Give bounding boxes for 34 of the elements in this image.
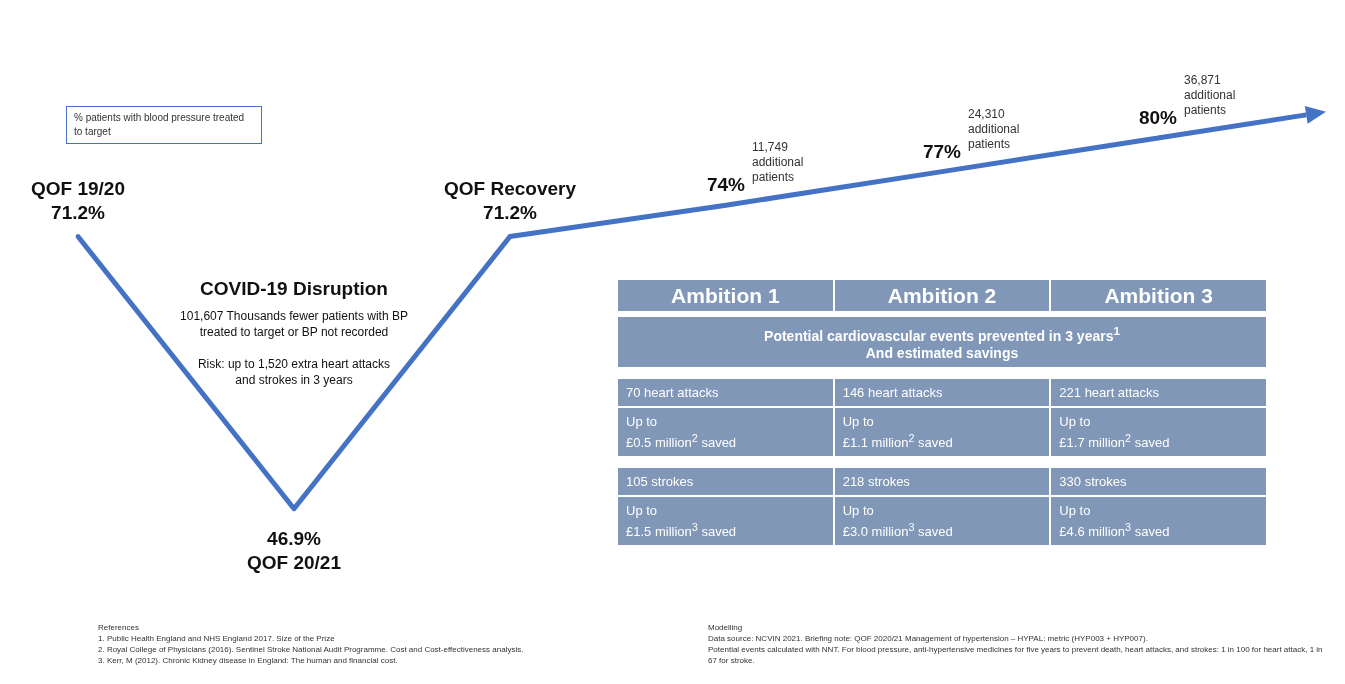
annotation: 101,607 Thousands fewer patients with BP treated to target or BP not recorded <box>179 308 409 340</box>
annotation: COVID-19 Disruption <box>199 278 389 300</box>
annotation: 146 heart attacks <box>834 378 1050 406</box>
text: References 1. Public Health England and NHS England 2017. Size of the Prize 2. Royal College of Physicians (2016). Sentinel Stroke National Audit Programme. Cost and Cost-effectiveness analysis. 3. Kerr, M (2012). Chronic Kidney disease in England: The human and financial cost. <box>98 622 525 666</box>
annotation: 70 heart attacks <box>618 378 833 406</box>
annotation: Up to £1.5 million$^{3}$ saved <box>618 496 833 546</box>
annotation: 24,310 additional patients <box>968 106 1020 151</box>
data-label: 77% <box>922 140 962 162</box>
annotation: Up to £3.0 million$^{3}$ saved <box>834 496 1050 546</box>
annotation: Up to £4.6 million$^{3}$ saved <box>1051 496 1266 546</box>
annotation: 330 strokes <box>1051 467 1266 495</box>
annotation: 218 strokes <box>834 467 1050 495</box>
annotation: Up to £1.1 million$^{2}$ saved <box>834 407 1050 456</box>
x-tick-label: Ambition 3 <box>1051 280 1266 311</box>
x-tick-label: QOF Recovery <box>444 177 577 199</box>
annotation: 36,871 additional patients <box>1184 73 1236 117</box>
data-label: 71.2% <box>51 201 106 223</box>
data-label: 80% <box>1138 107 1178 128</box>
text: Modelling Data source: NCVIN 2021. Briefing note: QOF 2020/21 Management of hypertension – HYPAL: metric (HYP003 + HYP007). Potential events calculated with NNT. For blood pressure, anti-hypertensive medicines for five years to prevent death, heart attacks, and strokes: 1 in 100 for heart attack, 1 in 67 for stroke. <box>708 622 1324 666</box>
annotation: 221 heart attacks <box>1051 378 1266 406</box>
annotation: Risk: up to 1,520 extra heart attacks and strokes in 3 years <box>196 356 392 388</box>
x-tick-label: Ambition 1 <box>618 280 833 311</box>
annotation: Up to £1.7 million$^{2}$ saved <box>1051 407 1266 456</box>
data-label: 71.2% <box>483 201 538 223</box>
y-axis-title: % patients with blood pressure treated to target <box>66 106 262 144</box>
x-tick-label: QOF 19/20 <box>31 177 125 199</box>
x-tick-label: QOF 20/21 <box>247 551 342 573</box>
text: Potential cardiovascular events prevented in 3 years$^{1}$ And estimated savings <box>764 324 1120 361</box>
data-label: 74% <box>706 174 746 196</box>
x-tick-label: Ambition 2 <box>834 280 1050 311</box>
annotation: 105 strokes <box>618 467 833 495</box>
data-label: 46.9% <box>267 527 322 549</box>
annotation: Up to £0.5 million$^{2}$ saved <box>618 407 833 456</box>
annotation: 11,749 additional patients <box>752 140 804 185</box>
